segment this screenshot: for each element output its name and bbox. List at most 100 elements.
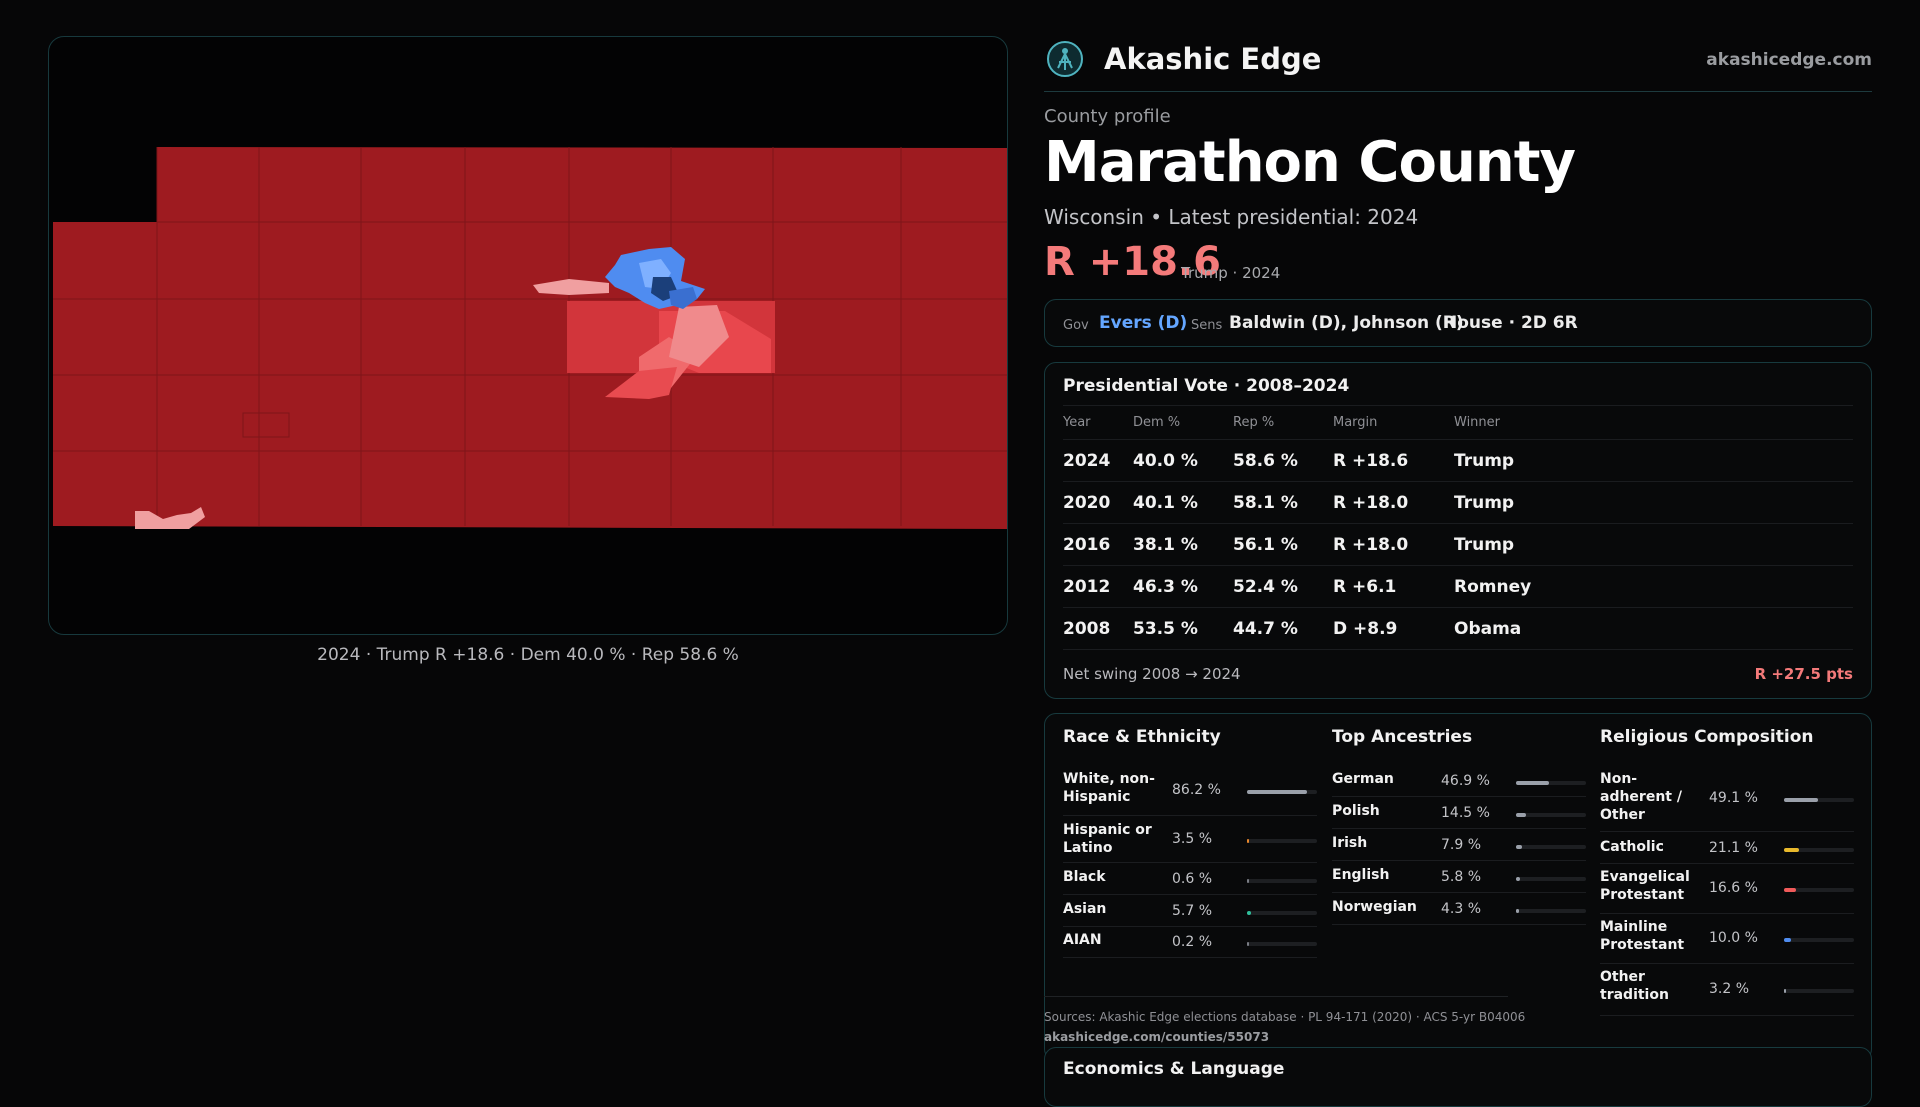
list-item[interactable]: Black 0.6 % — [1063, 864, 1317, 895]
row-dem: 46.3 % — [1133, 565, 1233, 608]
item-bar-fill — [1784, 938, 1791, 942]
net-swing-value: R +27.5 pts — [1754, 665, 1853, 683]
latest-margin: R +18.6 — [1044, 239, 1221, 285]
profile-kicker: County profile — [1044, 106, 1171, 127]
governor-value[interactable]: Evers (D) — [1099, 313, 1188, 333]
row-margin: R +6.1 — [1333, 565, 1454, 608]
item-bar-track — [1247, 910, 1317, 915]
presidential-title: Presidential Vote · 2008–2024 — [1063, 376, 1350, 396]
race-title: Race & Ethnicity — [1063, 727, 1221, 747]
item-percent: 10.0 % — [1709, 930, 1758, 946]
row-year: 2016 — [1063, 523, 1133, 566]
demographics-card: Race & Ethnicity White, non-Hispanic 86.2… — [1044, 713, 1872, 1061]
col-year: Year — [1063, 405, 1133, 440]
row-margin: R +18.6 — [1333, 439, 1454, 482]
precinct-wausau-south — [669, 305, 729, 367]
col-winner: Winner — [1454, 405, 1853, 440]
item-bar-fill — [1784, 798, 1819, 802]
row-winner: Trump — [1454, 481, 1853, 524]
economics-card[interactable]: Economics & Language — [1044, 1047, 1872, 1107]
akashic-logo-icon[interactable] — [1046, 40, 1084, 78]
row-dem: 38.1 % — [1133, 523, 1233, 566]
latest-margin-note: Trump · 2024 — [1181, 264, 1281, 282]
item-bar-track — [1247, 790, 1317, 794]
presidential-vote-card: Presidential Vote · 2008–2024 Year Dem %… — [1044, 362, 1872, 699]
list-item[interactable]: English 5.8 % — [1332, 862, 1586, 893]
presidential-table: Year Dem % Rep % Margin Winner 2024 40.0… — [1063, 405, 1853, 650]
row-rep: 52.4 % — [1233, 565, 1333, 608]
item-percent: 0.2 % — [1172, 933, 1213, 950]
header-divider — [1044, 91, 1872, 92]
list-item[interactable]: Mainline Protestant 10.0 % — [1600, 914, 1854, 964]
township-lines — [53, 147, 1007, 526]
row-dem: 40.0 % — [1133, 439, 1233, 482]
row-dem: 40.1 % — [1133, 481, 1233, 524]
item-percent: 3.2 % — [1709, 981, 1750, 997]
item-label: English — [1332, 867, 1390, 883]
item-percent: 49.1 % — [1709, 790, 1758, 806]
table-row[interactable]: 2008 53.5 % 44.7 % D +8.9 Obama — [1063, 607, 1853, 650]
row-year: 2012 — [1063, 565, 1133, 608]
list-item[interactable]: Non-adherent / Other 49.1 % — [1600, 766, 1854, 832]
brand-header: Akashic Edge akashicedge.com — [1044, 38, 1872, 82]
brand-url[interactable]: akashicedge.com — [1706, 50, 1872, 70]
religion-title: Religious Composition — [1600, 727, 1814, 747]
county-shape — [53, 147, 1007, 529]
row-dem: 53.5 % — [1133, 607, 1233, 650]
item-label: Non-adherent / Other — [1600, 771, 1682, 823]
county-map[interactable] — [48, 36, 1008, 635]
col-rep: Rep % — [1233, 405, 1333, 440]
list-item[interactable]: Irish 7.9 % — [1332, 830, 1586, 861]
item-bar-track — [1247, 839, 1317, 843]
item-label: Mainline Protestant — [1600, 919, 1685, 953]
item-label: Hispanic or Latino — [1063, 822, 1152, 856]
row-rep: 58.1 % — [1233, 481, 1333, 524]
item-percent: 7.9 % — [1441, 836, 1482, 853]
row-rep: 58.6 % — [1233, 439, 1333, 482]
item-percent: 0.6 % — [1172, 870, 1213, 887]
item-bar-fill — [1247, 790, 1308, 794]
item-percent: 14.5 % — [1441, 804, 1490, 821]
table-row[interactable]: 2024 40.0 % 58.6 % R +18.6 Trump — [1063, 439, 1853, 482]
officials-bar: Gov Evers (D) Sens Baldwin (D), Johnson … — [1044, 299, 1872, 347]
table-row[interactable]: 2012 46.3 % 52.4 % R +6.1 Romney — [1063, 565, 1853, 608]
row-winner: Trump — [1454, 523, 1853, 566]
list-item[interactable]: Other tradition 3.2 % — [1600, 964, 1854, 1016]
item-bar-fill — [1516, 844, 1522, 849]
item-bar-track — [1516, 812, 1586, 817]
item-label: White, non-Hispanic — [1063, 771, 1155, 805]
list-item[interactable]: White, non-Hispanic 86.2 % — [1063, 766, 1317, 816]
economics-title: Economics & Language — [1063, 1059, 1285, 1079]
item-percent: 86.2 % — [1172, 782, 1221, 798]
row-year: 2008 — [1063, 607, 1133, 650]
sources-url[interactable]: akashicedge.com/counties/55073 — [1044, 1030, 1270, 1044]
list-item[interactable]: Norwegian 4.3 % — [1332, 894, 1586, 925]
sens-label: Sens — [1191, 318, 1223, 333]
item-bar-fill — [1784, 989, 1787, 993]
item-label: Asian — [1063, 901, 1107, 917]
table-row[interactable]: 2016 38.1 % 56.1 % R +18.0 Trump — [1063, 523, 1853, 566]
list-item[interactable]: Evangelical Protestant 16.6 % — [1600, 864, 1854, 914]
house-value[interactable]: House · 2D 6R — [1443, 313, 1578, 333]
list-item[interactable]: German 46.9 % — [1332, 766, 1586, 797]
item-bar-track — [1784, 989, 1854, 993]
item-percent: 5.8 % — [1441, 868, 1482, 885]
table-row[interactable]: 2020 40.1 % 58.1 % R +18.0 Trump — [1063, 481, 1853, 524]
list-item[interactable]: Asian 5.7 % — [1063, 896, 1317, 927]
item-percent: 3.5 % — [1172, 831, 1213, 847]
list-item[interactable]: AIAN 0.2 % — [1063, 927, 1317, 958]
senators-value[interactable]: Baldwin (D), Johnson (R) — [1229, 313, 1464, 333]
item-bar-fill — [1516, 908, 1519, 913]
row-winner: Trump — [1454, 439, 1853, 482]
item-bar-track — [1784, 798, 1854, 802]
list-item[interactable]: Polish 14.5 % — [1332, 798, 1586, 829]
list-item[interactable]: Catholic 21.1 % — [1600, 834, 1854, 864]
list-item[interactable]: Hispanic or Latino 3.5 % — [1063, 817, 1317, 863]
item-bar-fill — [1784, 888, 1796, 892]
item-label: Polish — [1332, 803, 1380, 819]
row-rep: 56.1 % — [1233, 523, 1333, 566]
brand-name[interactable]: Akashic Edge — [1104, 42, 1322, 76]
item-label: Norwegian — [1332, 899, 1417, 915]
precinct-sw-village — [135, 507, 205, 529]
item-bar-fill — [1516, 876, 1521, 881]
